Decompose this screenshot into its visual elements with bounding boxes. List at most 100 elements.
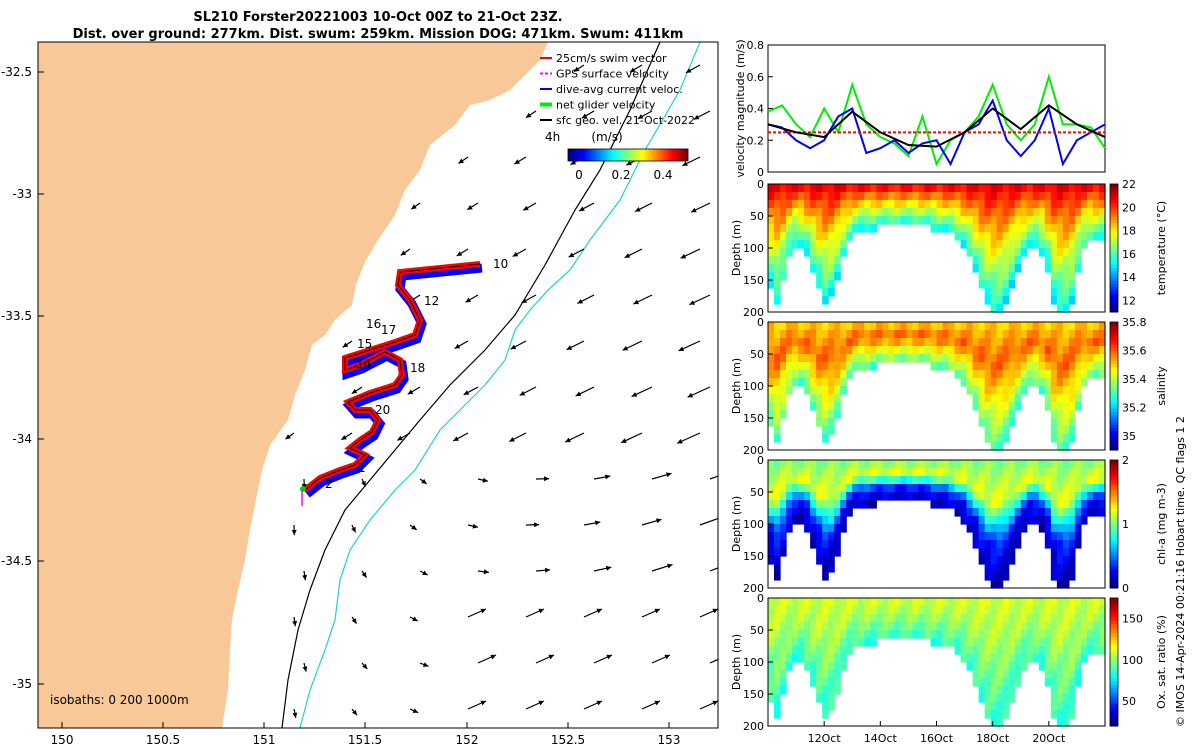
temperature-colorbar-cell [1110, 302, 1118, 307]
oxygen-cell [768, 614, 775, 623]
chl-a-cell [828, 564, 835, 573]
chl-a-cell [798, 500, 805, 509]
chl-a-cell [954, 460, 962, 469]
temperature-cell [804, 200, 811, 209]
temperature-cell [984, 296, 992, 305]
oxygen-cell [1032, 646, 1040, 655]
oxygen-cell [1014, 630, 1022, 639]
salinity-cell [882, 346, 889, 355]
chl-a-cell [1068, 532, 1076, 541]
chl-a-cell [996, 508, 1004, 517]
chl-a-cell [1062, 476, 1070, 485]
oxygen-cell [990, 654, 998, 663]
chl-a-cell [882, 468, 889, 477]
salinity-cell [858, 330, 865, 339]
temperature-colorbar-cell [1110, 305, 1118, 310]
salinity-cell [864, 322, 871, 331]
chl-a-cell [1008, 556, 1016, 565]
salinity-cell [1026, 362, 1034, 371]
temperature-cell [1044, 240, 1052, 249]
arrow-head [538, 700, 544, 706]
chl-a-cell [774, 508, 781, 517]
salinity-colorbar-cell [1110, 360, 1118, 365]
oxygen-cell [972, 670, 980, 679]
salinity-cell [1074, 370, 1082, 379]
temperature-cell [780, 200, 787, 209]
chl-a-cell [792, 516, 799, 525]
temperature-cell [1092, 208, 1100, 217]
temperature-cell [1086, 216, 1094, 225]
oxygen-cell [1032, 654, 1040, 663]
oxygen-cell [894, 614, 901, 623]
oxygen-cell [834, 638, 841, 647]
temperature-cell [1044, 192, 1052, 201]
salinity-cell [978, 418, 986, 427]
temperature-cell [1074, 232, 1082, 241]
salinity-colorbar-cell [1110, 408, 1118, 413]
chl-a-cell [840, 476, 847, 485]
temperature-cell [822, 240, 829, 249]
oxygen-cell [966, 598, 974, 607]
chl-a-cell [912, 468, 920, 477]
salinity-cell [1062, 338, 1070, 347]
chl-a-cell [966, 460, 974, 469]
chl-a-cell [822, 476, 829, 485]
velocity-arrow [456, 248, 469, 257]
temperature-cell [1008, 248, 1016, 257]
velocity-arrow [699, 700, 718, 710]
chl-a-cell [996, 492, 1004, 501]
oxygen-cell [1014, 646, 1022, 655]
velocity-arrow [709, 475, 718, 480]
oxygen-cell [1068, 598, 1076, 607]
oxygen-cell [1050, 686, 1058, 695]
colorbar-cell [648, 149, 651, 161]
temperature-cell [774, 272, 781, 281]
chl-a-cell [990, 484, 998, 493]
oxygen-cell [1020, 662, 1028, 671]
temperature-cell [1026, 240, 1034, 249]
temperature-cell [1032, 216, 1040, 225]
oxygen-cell [828, 670, 835, 679]
oxygen-cell [930, 598, 938, 607]
chl-a-cell [816, 500, 823, 509]
chl-a-cell [768, 556, 775, 565]
salinity-cell [1020, 322, 1028, 331]
salinity-cell [1062, 346, 1070, 355]
salinity-cell [876, 354, 883, 363]
oxygen-cell [1098, 646, 1106, 655]
oxygen-cell [1056, 718, 1064, 727]
oxygen-cell [816, 630, 823, 639]
temperature-cell [936, 192, 944, 201]
oxygen-cell [1098, 622, 1106, 631]
arrow-head [665, 472, 672, 478]
salinity-cell [858, 346, 865, 355]
chl-a-cell [996, 540, 1004, 549]
oxygen-cell [924, 630, 932, 639]
oxygen-cell [822, 670, 829, 679]
oxygen-cell [1008, 694, 1016, 703]
oxygen-cell [834, 654, 841, 663]
oxygen-cell [900, 614, 908, 623]
salinity-cell [768, 418, 775, 427]
oxygen-cell [1074, 622, 1082, 631]
salinity-cell [888, 338, 895, 347]
salinity-cell [1020, 354, 1028, 363]
salinity-cell [774, 426, 781, 435]
oxygen-cell [828, 694, 835, 703]
velocity-arrow [361, 662, 368, 670]
colorbar-cell [640, 149, 643, 161]
temperature-cell [810, 248, 817, 257]
velocity-arrow [351, 524, 357, 533]
oxygen-cell [780, 638, 787, 647]
salinity-cell [828, 322, 835, 331]
temperature-cell [924, 200, 932, 209]
copyright-note: © IMOS 14-Apr-2024 00:21:16 Hobart time.… [1174, 416, 1187, 727]
colorbar-cell [650, 149, 653, 161]
chl-a-colorbar-cell [1110, 482, 1118, 487]
oxygen-cell [774, 678, 781, 687]
oxygen-cell [1032, 622, 1040, 631]
temperature-cell [774, 296, 781, 305]
chl-a-cell [900, 460, 908, 469]
arrow-head [538, 608, 544, 614]
salinity-cell [960, 354, 968, 363]
